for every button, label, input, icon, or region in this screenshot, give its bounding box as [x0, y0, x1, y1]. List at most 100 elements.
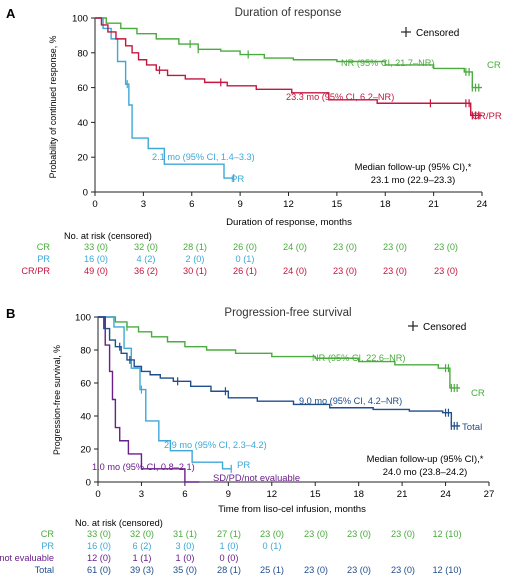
x-tick-label: 15	[310, 489, 321, 500]
risk-cell: 1 (0)	[176, 553, 195, 563]
y-tick-label: 100	[75, 313, 91, 324]
panel-a-curves	[95, 17, 482, 183]
risk-cell: 6 (2)	[133, 541, 152, 551]
risk-cell: 1 (0)	[220, 541, 239, 551]
risk-cell: 0 (0)	[220, 553, 239, 563]
risk-cell: 24 (0)	[283, 242, 307, 252]
y-tick-label: 20	[77, 153, 88, 164]
b-pr-end-label: PR	[237, 460, 250, 471]
x-tick-label: 24	[440, 489, 451, 500]
y-tick-label: 40	[77, 118, 88, 129]
b-sdpd-median-label: 1.0 mo (95% CI, 0.8–2.1)	[92, 462, 195, 472]
panel-b-letter: B	[6, 306, 15, 321]
risk-cell: 33 (0)	[87, 529, 111, 539]
risk-cell: 23 (0)	[304, 565, 328, 575]
b-total-median-label: 9.0 mo (95% CI, 4.2–NR)	[299, 396, 402, 406]
panel-b-followup-line1: Median follow-up (95% CI),*	[367, 453, 484, 464]
risk-cell: 4 (2)	[137, 254, 156, 264]
y-tick-label: 0	[86, 478, 91, 489]
pr-median-label: 2.1 mo (95% CI, 1.4–3.3)	[152, 152, 255, 162]
panel-a-risk-header: No. at risk (censored)	[64, 231, 152, 241]
y-tick-label: 60	[77, 83, 88, 94]
x-tick-label: 9	[226, 489, 231, 500]
risk-cell: 35 (0)	[173, 565, 197, 575]
risk-cell: 16 (0)	[87, 541, 111, 551]
risk-row-label: SD/PD/not evaluable	[0, 553, 54, 563]
curve-total	[98, 316, 461, 427]
panel-b-curves	[98, 316, 461, 483]
panel-a-followup-line1: Median follow-up (95% CI),*	[355, 161, 472, 172]
x-tick-label: 0	[95, 489, 100, 500]
risk-cell: 26 (0)	[233, 242, 257, 252]
risk-cell: 27 (1)	[217, 529, 241, 539]
panel-a-x-label: Duration of response, months	[226, 217, 352, 228]
risk-row-label: PR	[41, 541, 54, 551]
risk-cell: 23 (0)	[304, 529, 328, 539]
risk-cell: 30 (1)	[183, 266, 207, 276]
x-tick-label: 12	[266, 489, 277, 500]
curve-cr	[95, 17, 482, 89]
b-cr-median-label: NR (95% CI, 22.6–NR)	[312, 353, 405, 363]
panel-b: B Progression-free survival Censored 0 20…	[0, 306, 494, 575]
x-tick-label: 6	[182, 489, 187, 500]
panel-a-y-label: Probability of continued response, %	[48, 35, 58, 178]
cr-median-label: NR (95% CI, 21.7–NR)	[341, 58, 434, 68]
risk-cell: 36 (2)	[134, 266, 158, 276]
panel-a-x-ticks: 0 3 6 9 12 15 18 21 24	[92, 192, 488, 210]
y-tick-label: 80	[80, 346, 91, 357]
panel-b-y-ticks: 0 20 40 60 80 100	[75, 313, 98, 489]
risk-row-label: CR	[37, 242, 51, 252]
risk-cell: 32 (0)	[130, 529, 154, 539]
risk-cell: 23 (0)	[391, 529, 415, 539]
y-tick-label: 0	[83, 188, 88, 199]
x-tick-label: 3	[141, 199, 146, 210]
risk-cell: 26 (1)	[233, 266, 257, 276]
risk-cell: 23 (0)	[333, 242, 357, 252]
risk-cell: 23 (0)	[434, 266, 458, 276]
panel-a-letter: A	[6, 6, 16, 21]
risk-cell: 0 (1)	[236, 254, 255, 264]
risk-cell: 33 (0)	[84, 242, 108, 252]
x-tick-label: 9	[237, 199, 242, 210]
risk-cell: 12 (0)	[87, 553, 111, 563]
risk-cell: 23 (0)	[347, 529, 371, 539]
panel-b-x-label: Time from liso-cel infusion, months	[218, 504, 366, 515]
b-cr-end-label: CR	[471, 388, 485, 399]
panel-a-followup-line2: 23.1 mo (22.9–23.3)	[371, 174, 455, 185]
risk-cell: 23 (0)	[383, 242, 407, 252]
curve-sd-pd-not-evaluable	[98, 316, 200, 483]
risk-cell: 12 (10)	[432, 529, 461, 539]
risk-cell: 16 (0)	[84, 254, 108, 264]
pr-end-label: PR	[231, 174, 244, 185]
panel-b-risk-header: No. at risk (censored)	[75, 518, 163, 528]
x-tick-label: 0	[92, 199, 97, 210]
risk-cell: 12 (10)	[432, 565, 461, 575]
risk-cell: 0 (1)	[263, 541, 282, 551]
risk-row-label: CR/PR	[21, 266, 50, 276]
curve-pr	[95, 17, 234, 179]
x-tick-label: 12	[283, 199, 294, 210]
risk-row-label: PR	[37, 254, 50, 264]
risk-cell: 39 (3)	[130, 565, 154, 575]
curve-pr	[98, 316, 232, 470]
censored-legend-label: Censored	[423, 322, 466, 333]
crpr-median-label: 23.3 mo (95% CI, 6.2–NR)	[286, 92, 394, 102]
risk-cell: 23 (0)	[333, 266, 357, 276]
panel-a-y-ticks: 0 20 40 60 80 100	[72, 14, 95, 199]
panel-a-censored-legend: Censored	[401, 27, 459, 39]
y-tick-label: 20	[80, 445, 91, 456]
risk-cell: 28 (1)	[217, 565, 241, 575]
panel-b-followup-line2: 24.0 mo (23.8–24.2)	[383, 466, 467, 477]
y-tick-label: 40	[80, 412, 91, 423]
risk-cell: 32 (0)	[134, 242, 158, 252]
b-pr-median-label: 2.9 mo (95% CI, 2.3–4.2)	[164, 440, 267, 450]
risk-cell: 61 (0)	[87, 565, 111, 575]
y-tick-label: 100	[72, 14, 88, 25]
y-tick-label: 80	[77, 48, 88, 59]
censored-legend-label: Censored	[416, 28, 459, 39]
risk-cell: 31 (1)	[173, 529, 197, 539]
panel-a-risk-table: CR 33 (0) 32 (0) 28 (1) 26 (0) 24 (0) 23 (0) 23…	[21, 242, 458, 276]
x-tick-label: 27	[484, 489, 495, 500]
risk-cell: 23 (0)	[391, 565, 415, 575]
